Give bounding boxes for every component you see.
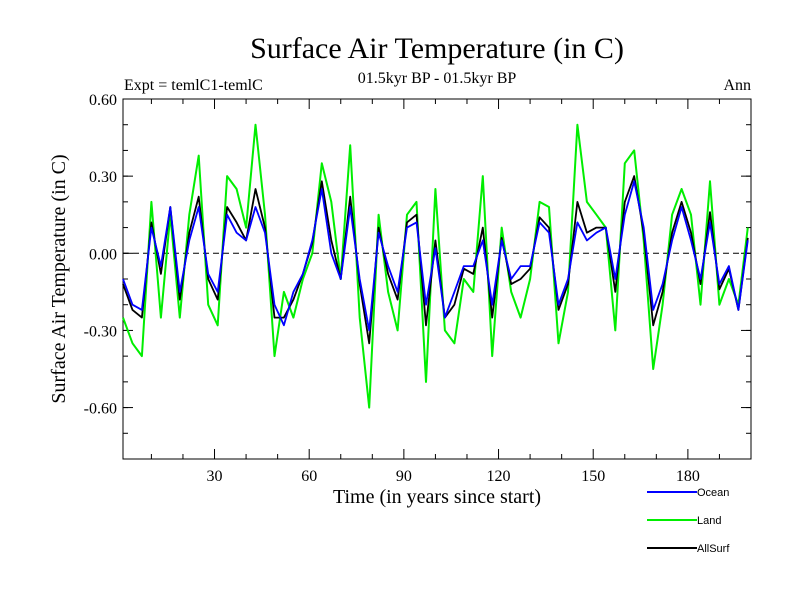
series-line-land [122,123,749,409]
plot-frame [122,98,752,460]
legend-label-allsurf: AllSurf [697,543,730,555]
x-tick-label: 120 [487,468,511,485]
series-line-ocean [122,180,749,332]
x-tick-label: 90 [396,468,412,485]
experiment-label: Expt = temlC1-temlC [124,77,263,94]
season-label: Ann [723,77,751,94]
legend: Ocean Land AllSurf [647,487,730,555]
legend-label-ocean: Ocean [697,487,729,499]
y-axis-label: Surface Air Temperature (in C) [48,154,70,403]
y-tick-label: -0.30 [84,323,117,340]
chart-subtitle: 01.5kyr BP - 01.5kyr BP [358,70,517,87]
y-tick-label: 0.60 [89,92,117,109]
x-axis: 30 60 90 120 150 180 [150,99,720,485]
x-tick-label: 30 [207,468,223,485]
chart-title: Surface Air Temperature (in C) [250,32,624,65]
series-layer [122,123,749,409]
x-tick-label: 180 [676,468,700,485]
y-tick-label: -0.60 [84,401,117,418]
x-axis-label: Time (in years since start) [333,486,541,508]
x-tick-label: 60 [301,468,317,485]
legend-label-land: Land [697,515,721,527]
y-tick-label: 0.30 [89,169,117,186]
y-tick-label: 0.00 [89,246,117,263]
y-axis: 0.60 0.30 0.00 -0.30 -0.60 [84,92,751,460]
x-tick-label: 150 [581,468,605,485]
